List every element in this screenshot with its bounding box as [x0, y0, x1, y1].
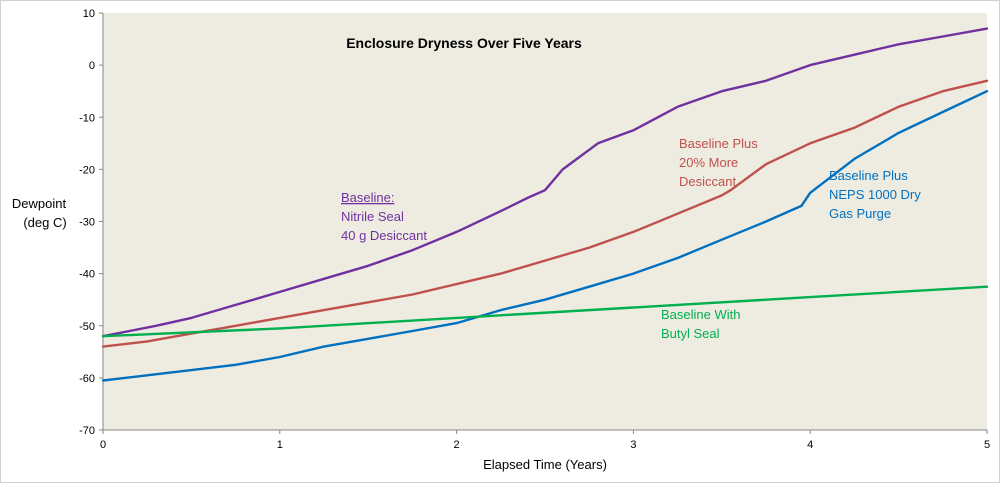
- x-tick-label: 2: [454, 439, 460, 451]
- series-line-0: [101, 27, 989, 338]
- y-axis-label-line2: (deg C): [23, 215, 66, 230]
- y-tick-label: 10: [83, 8, 95, 20]
- series-label-0-line-0: Baseline:: [341, 190, 394, 205]
- series-line-2: [101, 90, 989, 382]
- y-tick-label: -10: [79, 112, 95, 124]
- series-line-3: [101, 285, 989, 338]
- y-axis-label-line1: Dewpoint: [12, 196, 67, 211]
- series-label-2-line-1: NEPS 1000 Dry: [829, 187, 921, 202]
- series-label-0-line-1: Nitrile Seal: [341, 209, 404, 224]
- y-tick-label: 0: [89, 60, 95, 72]
- x-tick-label: 4: [807, 439, 813, 451]
- plot-area: [103, 13, 987, 430]
- y-tick-label: -70: [79, 425, 95, 437]
- x-tick-label: 0: [100, 439, 106, 451]
- series-label-1-line-2: Desiccant: [679, 174, 736, 189]
- y-tick-label: -40: [79, 269, 95, 281]
- series-label-0-line-2: 40 g Desiccant: [341, 228, 427, 243]
- series-label-3-line-1: Butyl Seal: [661, 326, 720, 341]
- axes: -70 -60 -50 -40 -30 -20 -10 0 10 0 1 2 3 4 5: [79, 8, 990, 451]
- x-tick-label: 5: [984, 439, 990, 451]
- y-tick-label: -60: [79, 373, 95, 385]
- x-tick-label: 1: [277, 439, 283, 451]
- series-label-3-line-0: Baseline With: [661, 307, 740, 322]
- y-tick-label: -50: [79, 321, 95, 333]
- series-labels: Baseline: Nitrile Seal 40 g Desiccant Basel…: [341, 136, 921, 341]
- series-label-1-line-0: Baseline Plus: [679, 136, 758, 151]
- x-tick-label: 3: [630, 439, 636, 451]
- chart-title: Enclosure Dryness Over Five Years: [346, 35, 582, 51]
- x-axis-label: Elapsed Time (Years): [483, 457, 607, 472]
- series-label-1-line-1: 20% More: [679, 155, 738, 170]
- series-label-2-line-2: Gas Purge: [829, 206, 891, 221]
- series-line-1: [101, 79, 989, 348]
- series-lines: [101, 27, 989, 382]
- series-label-2-line-0: Baseline Plus: [829, 168, 908, 183]
- y-tick-label: -20: [79, 164, 95, 176]
- y-tick-label: -30: [79, 217, 95, 229]
